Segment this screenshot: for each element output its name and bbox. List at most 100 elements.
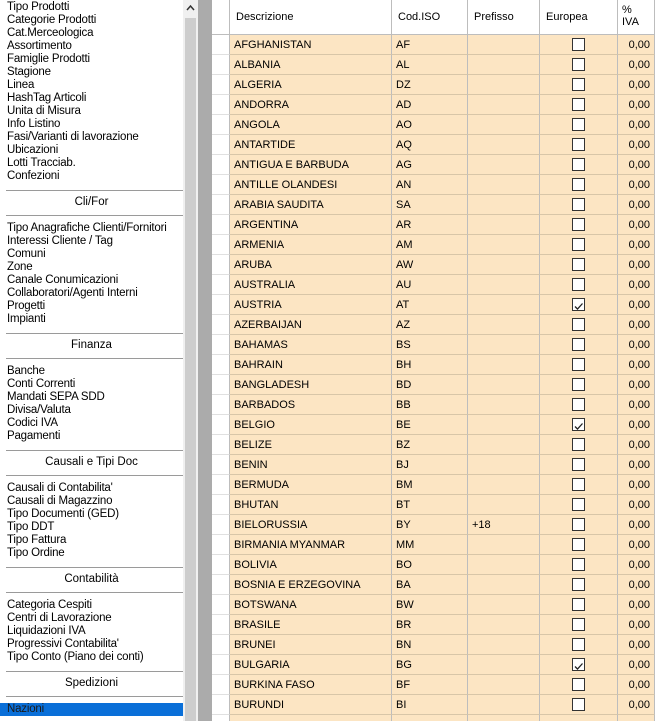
menu-item[interactable]: Liquidazioni IVA — [7, 625, 86, 637]
cell[interactable]: 0,00 — [618, 535, 655, 555]
cell[interactable] — [540, 375, 618, 395]
cell[interactable] — [468, 295, 540, 315]
cell[interactable]: 0,00 — [618, 575, 655, 595]
cell[interactable] — [540, 555, 618, 575]
cell[interactable]: 0,00 — [618, 695, 655, 715]
cell[interactable]: BY — [392, 515, 468, 535]
cell[interactable]: 0,00 — [618, 275, 655, 295]
cell[interactable]: AD — [392, 95, 468, 115]
cell[interactable]: BERMUDA — [230, 475, 392, 495]
cell[interactable]: BB — [392, 395, 468, 415]
cell[interactable] — [540, 535, 618, 555]
cell[interactable]: BF — [392, 675, 468, 695]
cell[interactable]: BN — [392, 635, 468, 655]
column-header[interactable]: Europea — [540, 0, 618, 35]
checkbox[interactable] — [572, 498, 585, 511]
menu-item[interactable]: Famiglie Prodotti — [7, 53, 90, 65]
cell[interactable]: 0,00 — [618, 295, 655, 315]
checkbox[interactable] — [572, 518, 585, 531]
cell[interactable] — [540, 435, 618, 455]
cell[interactable]: BO — [392, 555, 468, 575]
cell[interactable]: 0,00 — [618, 75, 655, 95]
menu-item[interactable]: Collaboratori/Agenti Interni — [7, 287, 138, 299]
cell[interactable]: ANTIGUA E BARBUDA — [230, 155, 392, 175]
cell[interactable] — [468, 535, 540, 555]
cell[interactable] — [540, 235, 618, 255]
checkbox[interactable] — [572, 298, 585, 311]
cell[interactable] — [540, 675, 618, 695]
cell[interactable]: 0,00 — [618, 435, 655, 455]
menu-item[interactable]: Zone — [7, 261, 33, 273]
cell[interactable] — [540, 155, 618, 175]
cell[interactable]: MM — [392, 535, 468, 555]
menu-item[interactable]: Fasi/Varianti di lavorazione — [7, 131, 139, 143]
checkbox[interactable] — [572, 218, 585, 231]
cell[interactable]: 0,00 — [618, 595, 655, 615]
cell[interactable]: BD — [392, 375, 468, 395]
column-header[interactable]: Cod.ISO — [392, 0, 468, 35]
menu-item[interactable]: HashTag Articoli — [7, 92, 87, 104]
menu-item[interactable]: Interessi Cliente / Tag — [7, 235, 113, 247]
cell[interactable]: BW — [392, 595, 468, 615]
menu-item[interactable]: Impianti — [7, 313, 46, 325]
cell[interactable]: AW — [392, 255, 468, 275]
cell[interactable] — [540, 75, 618, 95]
cell[interactable] — [540, 295, 618, 315]
cell[interactable] — [540, 415, 618, 435]
checkbox[interactable] — [572, 618, 585, 631]
checkbox[interactable] — [572, 238, 585, 251]
cell[interactable]: AG — [392, 155, 468, 175]
cell[interactable] — [540, 515, 618, 535]
checkbox[interactable] — [572, 598, 585, 611]
cell[interactable]: 0,00 — [618, 655, 655, 675]
cell[interactable]: BULGARIA — [230, 655, 392, 675]
cell[interactable] — [540, 615, 618, 635]
menu-item[interactable]: Causali di Contabilita' — [7, 482, 113, 494]
menu-item[interactable]: Progetti — [7, 300, 46, 312]
cell[interactable]: BA — [392, 575, 468, 595]
menu-item[interactable]: Pagamenti — [7, 430, 61, 442]
cell[interactable] — [468, 655, 540, 675]
cell[interactable] — [540, 655, 618, 675]
cell[interactable]: ARMENIA — [230, 235, 392, 255]
scroll-thumb[interactable] — [185, 18, 196, 721]
cell[interactable]: 0,00 — [618, 35, 655, 55]
menu-item[interactable]: Tipo Documenti (GED) — [7, 508, 119, 520]
cell[interactable] — [468, 35, 540, 55]
cell[interactable]: 0,00 — [618, 475, 655, 495]
cell[interactable] — [468, 555, 540, 575]
cell[interactable]: BOSNIA E ERZEGOVINA — [230, 575, 392, 595]
cell[interactable]: BOTSWANA — [230, 595, 392, 615]
cell[interactable] — [468, 415, 540, 435]
menu-item[interactable]: Ubicazioni — [7, 144, 59, 156]
cell[interactable] — [540, 115, 618, 135]
checkbox[interactable] — [572, 398, 585, 411]
cell[interactable] — [468, 615, 540, 635]
cell[interactable]: AQ — [392, 135, 468, 155]
menu-item[interactable]: Lotti Tracciab. — [7, 157, 76, 169]
menu-item[interactable]: Unita di Misura — [7, 105, 81, 117]
cell[interactable]: 0,00 — [618, 315, 655, 335]
cell[interactable] — [468, 575, 540, 595]
cell[interactable]: AM — [392, 235, 468, 255]
cell[interactable]: AL — [392, 55, 468, 75]
cell[interactable]: BIELORUSSIA — [230, 515, 392, 535]
cell[interactable]: ALBANIA — [230, 55, 392, 75]
cell[interactable] — [468, 235, 540, 255]
menu-item[interactable]: Conti Correnti — [7, 378, 76, 390]
cell[interactable]: ANTARTIDE — [230, 135, 392, 155]
menu-item[interactable]: Canale Conumicazioni — [7, 274, 119, 286]
menu-item[interactable]: Mandati SEPA SDD — [7, 391, 105, 403]
menu-item[interactable]: Divisa/Valuta — [7, 404, 71, 416]
cell[interactable]: AF — [392, 35, 468, 55]
cell[interactable]: +18 — [468, 515, 540, 535]
cell[interactable]: BS — [392, 335, 468, 355]
cell[interactable]: BHUTAN — [230, 495, 392, 515]
cell[interactable]: BJ — [392, 455, 468, 475]
cell[interactable]: ANGOLA — [230, 115, 392, 135]
cell[interactable]: 0,00 — [618, 555, 655, 575]
cell[interactable]: AT — [392, 295, 468, 315]
cell[interactable] — [540, 315, 618, 335]
cell[interactable] — [468, 375, 540, 395]
cell[interactable] — [468, 695, 540, 715]
